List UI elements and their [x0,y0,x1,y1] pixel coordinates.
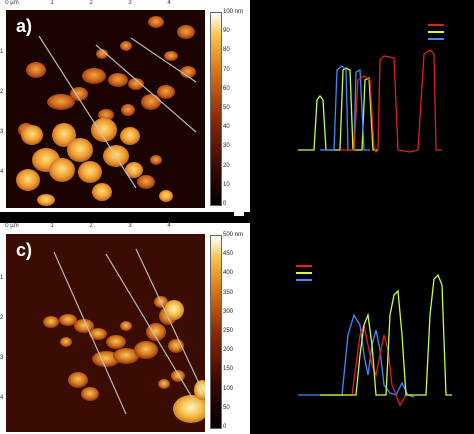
afm-height-map-c: c) [6,234,205,432]
profile-line-red [340,49,442,154]
colorbar-tick: 300 [223,309,234,315]
afm-panel-c: 0 µm 1 2 3 4 1 2 3 4 [0,223,250,434]
profile-line-blue [298,313,415,398]
y-tick: 2 [0,89,4,95]
colorbar-tick: 400 [223,270,234,276]
colorbar-tick: 30 [223,143,230,149]
x-axis-ticks-c: 0 µm 1 2 3 4 [5,223,205,233]
colorbar-tick: 20 [223,163,230,169]
colorbar-tick: 80 [223,47,230,53]
legend-swatch-blue [428,38,444,40]
legend-swatch-green [428,31,444,33]
x-tick: 0 µm [5,223,19,229]
legend-b [428,24,444,45]
y-tick: 2 [0,315,4,321]
colorbar-tick: 50 [223,405,230,411]
y-tick: 4 [0,395,4,401]
colorbar-tick: 100 nm [223,9,244,15]
x-tick: 0 µm [5,0,19,6]
x-tick: 4 [167,0,171,6]
colorbar-a [210,12,222,206]
colorbar-tick: 250 [223,328,234,334]
colorbar-tick: 500 nm [223,232,244,238]
colorbar-ticks-a: 100 nm 90 80 70 60 50 40 30 20 10 0 [223,9,250,207]
x-tick: 1 [50,0,54,6]
height-profile-d [290,255,470,415]
colorbar-tick: 200 [223,347,234,353]
legend-swatch-red [428,24,444,26]
x-tick: 2 [89,223,93,229]
colorbar-tick: 0 [223,424,227,430]
colorbar-tick: 150 [223,366,234,372]
afm-panel-a: 0 µm 1 2 3 4 1 2 3 4 [0,0,250,212]
colorbar-tick: 60 [223,86,230,92]
afm-height-map-a: a) [6,10,205,208]
y-tick: 4 [0,169,4,175]
profile-line-red [330,322,407,407]
x-tick: 3 [128,223,132,229]
legend-swatch-blue [296,279,312,281]
y-tick: 3 [0,129,4,135]
colorbar-ticks-c: 500 nm 450 400 350 300 250 200 150 100 5… [223,232,250,430]
legend-d [296,265,312,286]
profile-line-green [298,67,378,151]
colorbar-tick: 10 [223,182,230,188]
y-tick: 3 [0,355,4,361]
colorbar-tick: 100 [223,386,234,392]
colorbar-tick: 450 [223,251,234,257]
white-notch [234,207,244,216]
colorbar-tick: 90 [223,28,230,34]
y-axis-ticks-a: 1 2 3 4 [0,10,6,208]
y-tick: 1 [0,49,4,55]
panel-label-c: c) [16,240,33,260]
x-tick: 3 [128,0,132,6]
profile-line-green [320,273,452,396]
x-tick: 2 [89,0,93,6]
x-tick: 4 [167,223,171,229]
colorbar-tick: 350 [223,290,234,296]
colorbar-tick: 70 [223,67,230,73]
height-profile-b [290,24,470,170]
y-axis-ticks-c: 1 2 3 4 [0,234,6,432]
x-axis-ticks-a: 0 µm 1 2 3 4 [5,0,205,10]
y-tick: 1 [0,275,4,281]
x-tick: 1 [50,223,54,229]
colorbar-tick: 50 [223,105,230,111]
legend-swatch-red [296,265,312,267]
legend-swatch-green [296,272,312,274]
colorbar-tick: 40 [223,124,230,130]
colorbar-tick: 0 [223,201,227,207]
panel-label-a: a) [16,16,33,36]
colorbar-c [210,235,222,429]
